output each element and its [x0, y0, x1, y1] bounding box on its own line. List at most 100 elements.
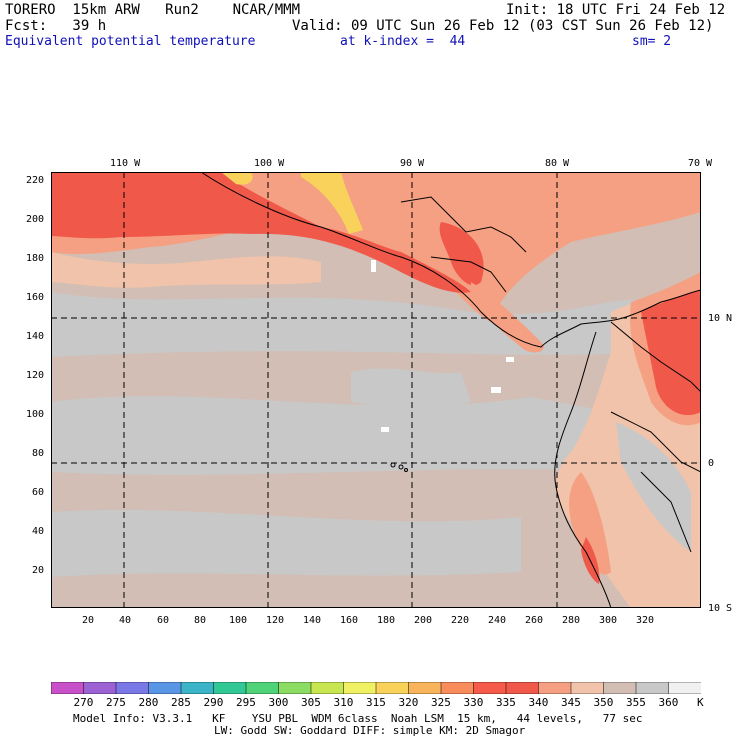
hot-region-central-america	[439, 222, 484, 286]
colorbar-swatch	[148, 682, 182, 694]
peach-band-north	[51, 252, 321, 288]
y-tick: 40	[32, 526, 45, 537]
gray-band-south	[51, 509, 521, 577]
colorbar-label: 320	[398, 696, 419, 709]
colorbar-label: 290	[203, 696, 224, 709]
model-title: TORERO 15km ARW Run2 NCAR/MMM	[5, 2, 301, 18]
colorbar-swatch	[180, 682, 215, 694]
colorbar-swatch	[83, 682, 117, 694]
colorbar-swatch	[375, 682, 410, 694]
warm-isthmus	[471, 282, 544, 353]
colorbar-label: 350	[593, 696, 614, 709]
colorbar-swatch	[343, 682, 377, 694]
x-tick: 260	[525, 615, 544, 626]
y-tick: 160	[26, 292, 45, 303]
colorbar-label: 310	[333, 696, 354, 709]
x-tick: 300	[599, 615, 618, 626]
white-patch	[371, 260, 376, 272]
hot-region-north	[51, 172, 471, 293]
colorbar-label: 275	[106, 696, 126, 709]
border-yucatan	[400, 196, 527, 253]
init-time: Init: 18 UTC Fri 24 Feb 12	[506, 2, 726, 18]
colorbar-label: 295	[236, 696, 256, 709]
field-name: Equivalent potential temperature	[5, 34, 256, 49]
colorbar-label: 315	[366, 696, 386, 709]
lat-label-10n: 10 N	[708, 313, 733, 324]
colorbar-swatch	[505, 682, 540, 694]
y-tick: 80	[32, 448, 45, 459]
y-tick: 100	[26, 409, 45, 420]
colorbar-swatch	[408, 682, 442, 694]
x-tick: 320	[636, 615, 655, 626]
colorbar-label: 270	[73, 696, 94, 709]
smoothing-info: sm= 2	[632, 34, 672, 49]
x-tick: 200	[414, 615, 433, 626]
yellow-patch	[221, 172, 253, 185]
border-peru-brazil	[640, 471, 692, 553]
border-honduras	[430, 256, 507, 293]
colorbar-unit: K	[697, 696, 704, 709]
valid-time: Valid: 09 UTC Sun 26 Feb 12 (03 CST Sun …	[292, 18, 714, 34]
x-tick: 120	[266, 615, 285, 626]
colorbar-swatch	[635, 682, 670, 694]
level-info: at k-index = 44	[340, 34, 466, 49]
lon-label-90w: 90 W	[400, 158, 425, 169]
colorbar-label: 330	[463, 696, 484, 709]
colorbar-label: 340	[528, 696, 549, 709]
colorbar-label: 355	[626, 696, 646, 709]
colorbar-swatch	[603, 682, 637, 694]
galapagos-island	[398, 464, 404, 470]
x-tick: 280	[562, 615, 581, 626]
gray-band-central	[51, 396, 611, 475]
y-tick: 140	[26, 331, 45, 342]
lat-label-10s: 10 S	[708, 603, 733, 614]
x-tick: 60	[157, 615, 170, 626]
x-tick: 20	[82, 615, 95, 626]
coastline-central-america	[200, 172, 701, 348]
colorbar-swatch	[213, 682, 247, 694]
colorbar-swatch	[51, 682, 85, 694]
border-colombia	[610, 321, 701, 393]
physics-info: LW: Godd SW: Goddard DIFF: simple KM: 2D…	[214, 724, 526, 737]
lon-label-80w: 80 W	[545, 158, 570, 169]
border-ecuador-peru	[610, 411, 701, 473]
gray-band-north	[51, 292, 651, 357]
colorbar-label: 305	[301, 696, 321, 709]
colorbar-label: 325	[431, 696, 451, 709]
colorbar-label: 335	[496, 696, 516, 709]
x-tick: 80	[194, 615, 207, 626]
y-tick: 60	[32, 487, 45, 498]
colorbar-swatch	[245, 682, 280, 694]
gray-patch	[351, 368, 471, 408]
lat-label-0: 0	[708, 458, 715, 469]
x-tick: 100	[229, 615, 248, 626]
gray-region-amazon	[616, 422, 691, 552]
forecast-hour: Fcst: 39 h	[5, 18, 107, 34]
galapagos-island	[404, 468, 408, 472]
white-patch	[381, 427, 389, 432]
white-patch	[491, 387, 501, 393]
x-tick: 160	[340, 615, 359, 626]
lon-label-70w: 70 W	[688, 158, 713, 169]
colorbar-label: 345	[561, 696, 581, 709]
y-tick: 200	[26, 214, 45, 225]
colorbar-swatch	[473, 682, 507, 694]
colorbar	[51, 682, 701, 694]
yellow-streak	[301, 172, 363, 234]
y-tick: 220	[26, 175, 45, 186]
x-tick: 220	[451, 615, 470, 626]
colorbar-label: 285	[171, 696, 191, 709]
colorbar-swatch	[570, 682, 605, 694]
x-tick: 240	[488, 615, 507, 626]
coastline-south-america	[554, 331, 612, 608]
map-frame	[51, 172, 701, 608]
colorbar-swatch	[115, 682, 150, 694]
lon-label-110w: 110 W	[110, 158, 141, 169]
x-tick: 40	[119, 615, 132, 626]
colorbar-swatch	[310, 682, 345, 694]
x-tick: 140	[303, 615, 322, 626]
y-tick: 180	[26, 253, 45, 264]
white-patch	[506, 357, 514, 362]
colorbar-label: 280	[138, 696, 159, 709]
warm-region-peru	[569, 472, 611, 575]
